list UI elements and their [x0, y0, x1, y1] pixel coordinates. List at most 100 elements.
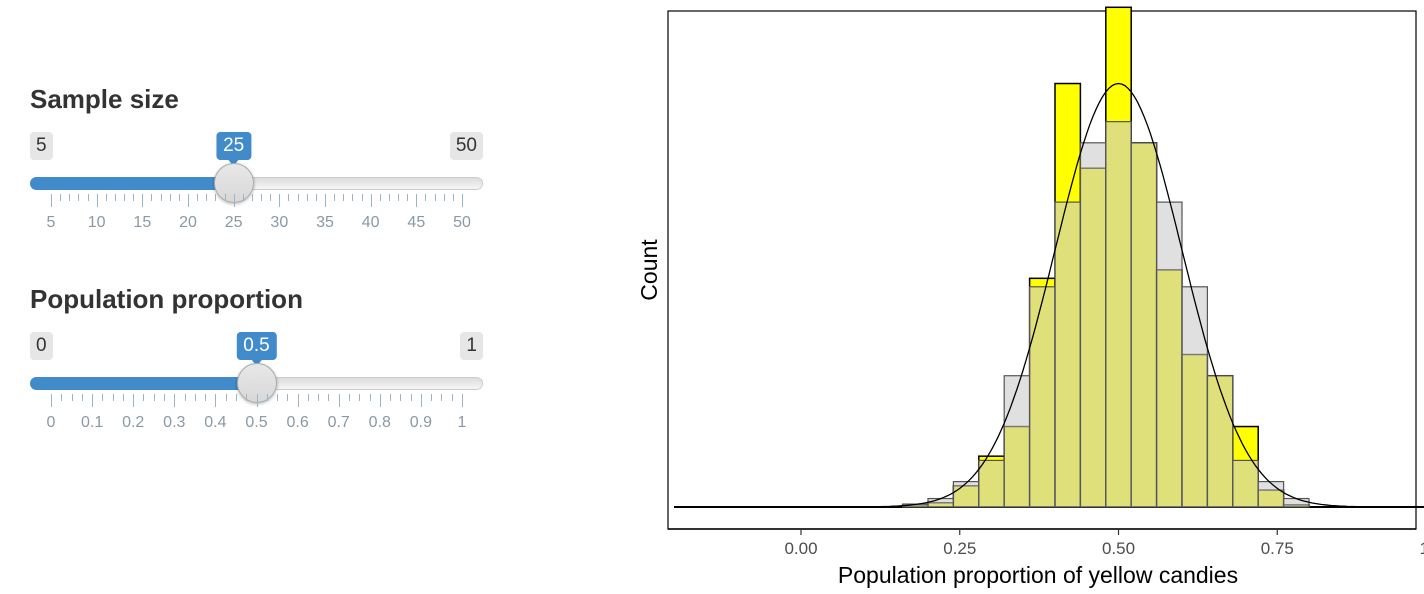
minor-tick [102, 394, 104, 401]
minor-tick [112, 394, 114, 401]
minor-tick [410, 394, 412, 401]
minor-tick [153, 394, 155, 401]
major-tick [96, 194, 98, 207]
minor-tick [334, 194, 336, 201]
minor-tick [434, 194, 436, 201]
theoretical-bar [1054, 201, 1081, 508]
minor-tick [124, 194, 126, 201]
tick-label: 0 [46, 414, 56, 431]
minor-tick [151, 194, 153, 201]
tick-label: 0.9 [409, 414, 433, 431]
major-tick [462, 194, 463, 207]
minor-tick [369, 394, 371, 401]
major-tick [338, 394, 340, 407]
minor-tick [348, 394, 350, 401]
minor-tick [246, 394, 248, 401]
minor-tick [60, 194, 62, 201]
minor-tick [451, 394, 453, 401]
theoretical-bar [1130, 142, 1158, 508]
minor-tick [443, 194, 445, 201]
theoretical-bar [1029, 286, 1056, 508]
x-tick-label: 1.00 [1419, 539, 1424, 558]
minor-tick [287, 394, 289, 401]
minor-tick [205, 394, 207, 401]
theoretical-bar [1257, 480, 1285, 508]
theoretical-bar [1282, 497, 1310, 508]
minor-tick [315, 194, 317, 201]
minor-tick [235, 394, 237, 401]
minor-tick [71, 394, 73, 401]
minor-tick [184, 394, 186, 401]
minor-tick [452, 194, 454, 201]
theoretical-bar [927, 497, 954, 508]
tick-label: 0.1 [80, 414, 104, 431]
minor-tick [352, 194, 354, 201]
tick-label: 40 [361, 214, 380, 231]
population-proportion-max: 1 [460, 332, 483, 360]
minor-tick [318, 394, 320, 401]
minor-tick [143, 394, 145, 401]
minor-tick [266, 394, 268, 401]
major-tick [215, 394, 217, 407]
major-tick [233, 194, 235, 207]
major-tick [416, 194, 418, 207]
minor-tick [225, 394, 227, 401]
minor-tick [288, 194, 290, 201]
minor-tick [169, 194, 171, 201]
x-tick-label: 0.50 [1102, 539, 1135, 558]
minor-tick [390, 394, 392, 401]
minor-tick [297, 194, 299, 201]
tick-label: 5 [46, 214, 56, 231]
major-tick [51, 394, 52, 407]
minor-tick [388, 194, 390, 201]
minor-tick [270, 194, 272, 201]
minor-tick [197, 194, 199, 201]
x-tick-label: 0.00 [784, 539, 817, 558]
theoretical-bar [952, 480, 980, 508]
theoretical-bar [1003, 375, 1031, 508]
minor-tick [78, 194, 80, 201]
minor-tick [133, 194, 135, 201]
sample-size-max: 50 [449, 132, 483, 160]
major-tick [420, 394, 422, 407]
major-tick [142, 194, 144, 207]
theoretical-bar [1155, 201, 1183, 508]
sampling-distribution-chart: 0.00 0.25 0.50 0.75 1.00 Population proportio… [636, 6, 1424, 588]
minor-tick [194, 394, 196, 401]
population-proportion-ticks: 0 0.1 0.2 0.3 0.4 0.5 0.6 0.7 0.8 0.9 1 [30, 394, 483, 434]
minor-tick [122, 394, 124, 401]
minor-tick [215, 194, 217, 201]
minor-tick [81, 394, 83, 401]
y-axis-label: Count [636, 239, 662, 301]
x-tick-label: 0.75 [1261, 539, 1294, 558]
tick-label: 0.6 [286, 414, 309, 431]
major-tick [370, 194, 372, 207]
major-tick [379, 394, 381, 407]
minor-tick [206, 194, 208, 201]
minor-tick [277, 394, 279, 401]
major-tick [174, 394, 176, 407]
tick-label: 0.3 [163, 414, 186, 431]
normal-curve [674, 82, 1424, 508]
major-tick [133, 394, 135, 407]
minor-tick [261, 194, 263, 201]
major-tick [188, 194, 189, 207]
sample-size-fill [30, 177, 234, 190]
minor-tick [164, 394, 166, 401]
tick-label: 0.5 [245, 414, 268, 431]
sample-size-ticks: 5 10 15 20 25 30 35 40 45 50 [30, 194, 483, 234]
major-tick [256, 394, 258, 407]
minor-tick [61, 394, 63, 401]
tick-label: 15 [133, 214, 152, 231]
minor-tick [306, 194, 308, 201]
major-tick [92, 394, 94, 407]
theoretical-bar [978, 459, 1005, 508]
tick-label: 1 [457, 414, 467, 431]
minor-tick [431, 394, 433, 401]
minor-tick [361, 194, 363, 201]
minor-tick [87, 194, 89, 201]
minor-tick [441, 394, 443, 401]
theoretical-bar [1181, 286, 1208, 508]
minor-tick [114, 194, 116, 201]
minor-tick [400, 394, 402, 401]
